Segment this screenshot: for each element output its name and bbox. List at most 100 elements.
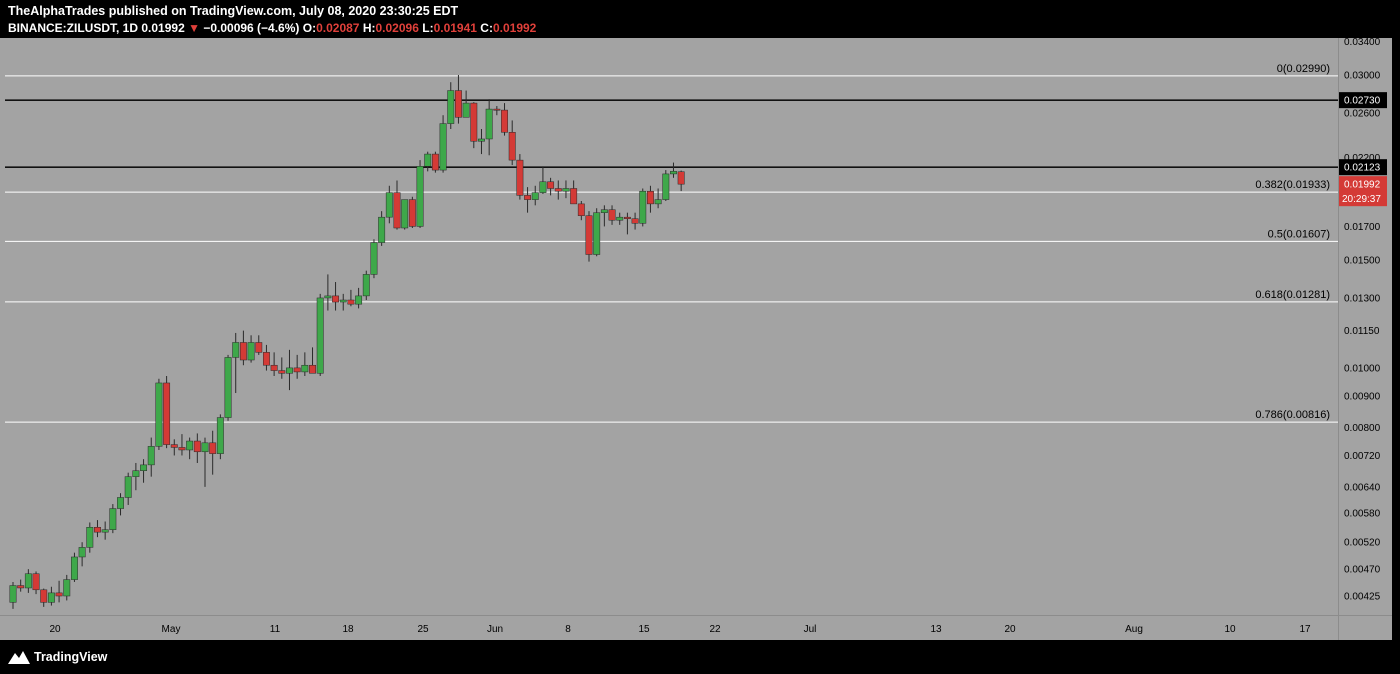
candle-body [608, 209, 616, 221]
candle-body [562, 188, 570, 192]
candle-body [355, 295, 363, 305]
candle-body [55, 592, 63, 597]
high-label: H: [362, 21, 376, 35]
chart-header: TheAlphaTrades published on TradingView.… [0, 0, 1400, 38]
candle-body [531, 192, 539, 200]
candle-body [309, 364, 316, 374]
fib-label-3: 0.618(0.01281) [1255, 289, 1330, 301]
candle-body [501, 109, 508, 133]
candle-body [78, 547, 86, 558]
candle-body [631, 218, 639, 224]
low-label: L: [422, 21, 434, 35]
time-tick: 20 [49, 624, 61, 635]
candle-body [94, 527, 101, 533]
candle-body [393, 192, 401, 229]
price-tick: 0.00640 [1344, 482, 1381, 493]
time-tick: 13 [930, 624, 942, 635]
price-axis[interactable] [1338, 38, 1393, 615]
candle-body [132, 470, 140, 477]
low-value: 0.01941 [433, 21, 477, 35]
price-tick: 0.02600 [1344, 109, 1381, 120]
candle-body [508, 132, 516, 161]
high-value: 0.02096 [375, 21, 419, 35]
candle-body [201, 442, 209, 453]
candle-body [362, 274, 370, 297]
time-axis[interactable] [0, 615, 1338, 641]
candle-body [70, 556, 78, 580]
close-label: C: [480, 21, 493, 35]
candle-body [616, 216, 624, 221]
change-arrow-icon: ▼ [188, 21, 200, 35]
fib-label-2: 0.5(0.01607) [1268, 228, 1330, 240]
time-tick: Aug [1125, 624, 1143, 635]
candle-body [385, 192, 393, 218]
price-box-1 [1339, 159, 1387, 176]
candle-body [9, 585, 17, 603]
candle-body [539, 181, 547, 193]
candle-body [270, 364, 278, 371]
candle-body [117, 497, 124, 509]
candle-body [662, 173, 670, 200]
candle-body [24, 573, 32, 589]
price-tick: 0.00720 [1344, 451, 1381, 462]
time-tick: 17 [1299, 624, 1311, 635]
candle-body [324, 295, 332, 299]
candle-body [585, 215, 593, 255]
time-tick: May [162, 624, 181, 635]
candle-body [416, 166, 424, 227]
candle-body [454, 90, 462, 118]
candle-body [247, 342, 255, 361]
candle-body [170, 444, 178, 448]
candle-body [216, 417, 224, 454]
candle-body [339, 299, 347, 303]
candle-body [278, 370, 286, 374]
price-tick: 0.01700 [1344, 222, 1381, 233]
chart-plot-area[interactable] [0, 38, 1338, 615]
price-tick: 0.01000 [1344, 363, 1381, 374]
symbol-line: BINANCE:ZILUSDT, 1D 0.01992 ▼ −0.00096 (… [8, 21, 536, 35]
candle-body [485, 108, 493, 140]
candle-body [439, 123, 447, 171]
candle-body [255, 342, 263, 353]
last-price-box [1339, 176, 1387, 207]
candle-body [478, 138, 485, 142]
candle-body [316, 297, 324, 374]
symbol-name: BINANCE:ZILUSDT, 1D [8, 21, 139, 35]
candle-body [224, 357, 232, 418]
candle-body [462, 102, 470, 118]
candle-body [547, 181, 555, 189]
time-tick: 11 [270, 624, 281, 635]
price-tick: 0.01300 [1344, 293, 1381, 304]
time-tick: 10 [1224, 624, 1236, 635]
current-price: 0.01992 [141, 21, 185, 35]
price-tick: 0.00580 [1344, 509, 1381, 520]
time-tick: 20 [1004, 624, 1016, 635]
candle-body [524, 195, 532, 200]
candle-body [470, 102, 478, 142]
candle-body [670, 171, 677, 175]
time-tick: 25 [417, 624, 429, 635]
candle-body [109, 508, 117, 530]
candle-body [554, 188, 562, 192]
tradingview-logo-icon [8, 651, 30, 664]
price-tick: 0.00425 [1344, 592, 1381, 603]
candle-body [262, 352, 270, 366]
candle-body [47, 592, 55, 603]
candle-body [155, 382, 163, 447]
publisher-line: TheAlphaTrades published on TradingView.… [8, 4, 459, 18]
open-label: O: [302, 21, 317, 35]
candle-body [347, 299, 355, 305]
candle-body [577, 203, 585, 216]
tradingview-logo[interactable]: TradingView [8, 650, 107, 664]
candle-body [239, 342, 247, 361]
countdown-label: 20:29:37 [1342, 194, 1381, 205]
candle-body [186, 440, 194, 451]
candle-body [424, 153, 432, 167]
candle-body [646, 190, 654, 205]
price-box-label-1: 0.02123 [1344, 163, 1381, 174]
time-tick: Jun [487, 624, 503, 635]
fib-label-0: 0(0.02990) [1277, 63, 1330, 75]
price-tick: 0.01500 [1344, 255, 1381, 266]
price-tick: 0.03000 [1344, 71, 1381, 82]
